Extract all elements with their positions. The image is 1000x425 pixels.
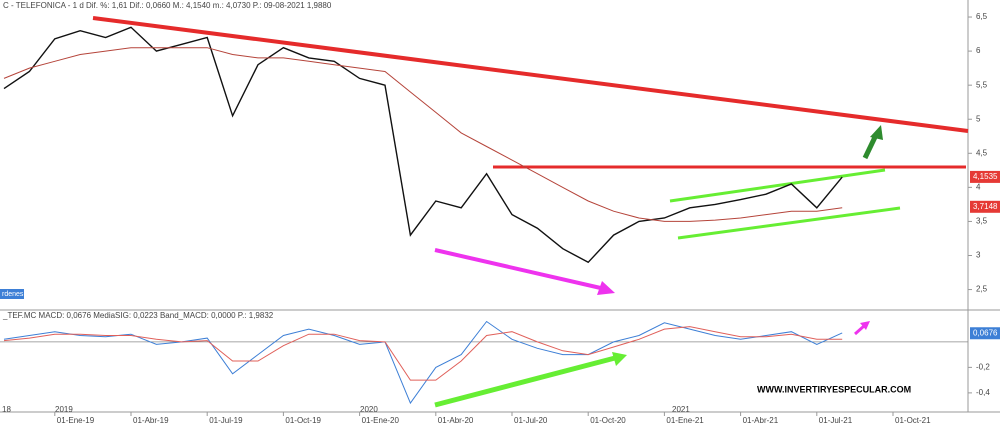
x-tick-label: 01-Ene-20 xyxy=(362,416,400,425)
year-label: 2020 xyxy=(360,405,378,414)
macd-divergence-arrow xyxy=(434,355,616,408)
y-tick-label: 5,5 xyxy=(976,80,988,89)
x-tick-label: 01-Oct-19 xyxy=(285,416,321,425)
x-tick-label: 01-Jul-20 xyxy=(514,416,548,425)
y-tick-label: 3,5 xyxy=(976,217,988,226)
watermark: WWW.INVERTIRYESPECULAR.COM xyxy=(757,384,911,394)
macd-header: _TEF.MC MACD: 0,0676 MediaSIG: 0,0223 Ba… xyxy=(2,311,274,320)
channel-bottom xyxy=(677,206,901,240)
y-tick-label: 2,5 xyxy=(976,285,988,294)
x-tick-label: 01-Abr-19 xyxy=(133,416,169,425)
series-line xyxy=(3,320,843,405)
price-header: C - TELEFONICA - 1 d Dif. %: 1,61 Dif.: … xyxy=(3,1,332,10)
last-value-label: 3,7148 xyxy=(973,202,998,211)
series-line xyxy=(3,47,843,222)
last-value-label: 4,1535 xyxy=(973,172,998,181)
y-tick-label: 3 xyxy=(976,251,981,260)
last-value-box xyxy=(970,170,1000,183)
last-value-label: 0,0676 xyxy=(973,328,998,337)
x-tick-label: 01-Oct-20 xyxy=(590,416,626,425)
x-tick-label: 01-Oct-21 xyxy=(895,416,931,425)
arrow-head xyxy=(860,321,870,330)
x-tick-label: 01-Ene-21 xyxy=(666,416,704,425)
year-label: 2021 xyxy=(672,405,690,414)
x-tick-label: 01-Jul-21 xyxy=(819,416,853,425)
y-tick-label: 6,5 xyxy=(976,12,988,21)
channel-top xyxy=(669,168,886,203)
tag: rdenes xyxy=(2,291,24,298)
arrow-head xyxy=(870,125,883,140)
series-line xyxy=(3,26,843,264)
y-tick-label: 5 xyxy=(976,114,981,123)
last-value-box xyxy=(970,327,1000,340)
x-tick-label: 01-Abr-21 xyxy=(743,416,779,425)
up-arrow xyxy=(862,133,879,160)
year-label: 2019 xyxy=(55,405,73,414)
y-tick-label: 4,5 xyxy=(976,148,988,157)
series-line xyxy=(3,326,843,381)
arrow-head xyxy=(597,281,615,295)
y-tick-label: -0,4 xyxy=(976,388,990,397)
macd-up-arrow xyxy=(854,324,865,336)
year-label: 18 xyxy=(2,405,11,414)
divergence-arrow xyxy=(434,248,606,291)
x-tick-label: 01-Abr-20 xyxy=(438,416,474,425)
tag-box xyxy=(0,289,24,299)
y-tick-label: -0,2 xyxy=(976,362,990,371)
y-tick-label: 6 xyxy=(976,46,981,55)
x-tick-label: 01-Jul-19 xyxy=(209,416,243,425)
last-value-box xyxy=(970,200,1000,213)
arrow-head xyxy=(612,352,627,366)
y-tick-label: 4 xyxy=(976,182,981,191)
resistance-trendline xyxy=(92,16,969,133)
x-tick-label: 01-Ene-19 xyxy=(57,416,95,425)
